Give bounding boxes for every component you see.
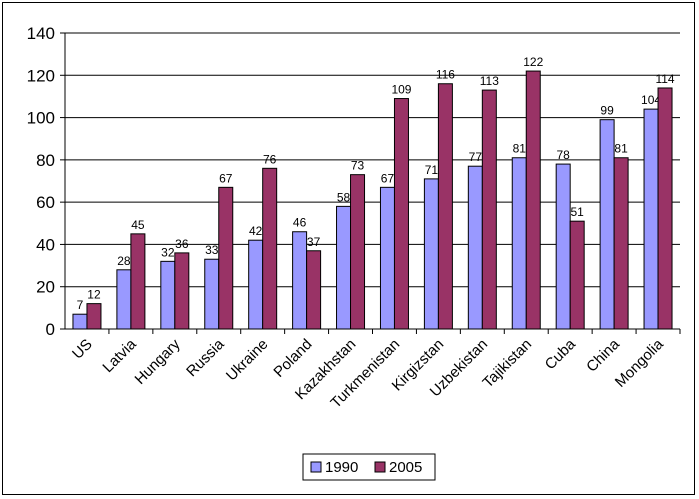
data-label: 99 — [600, 104, 614, 118]
data-label: 78 — [556, 148, 570, 162]
bar-2005-poland — [306, 250, 322, 330]
y-tick-label: 100 — [27, 109, 55, 128]
y-tick-label: 0 — [46, 320, 55, 339]
category-label: Cuba — [542, 335, 580, 373]
data-label: 36 — [175, 237, 189, 251]
category-label: Mongolia — [612, 335, 668, 391]
bar-2005-china — [613, 157, 629, 330]
data-label: 7 — [77, 298, 84, 312]
category-label: Tajikistan — [479, 336, 535, 392]
data-label: 116 — [436, 68, 455, 82]
data-label: 58 — [337, 190, 351, 204]
bar-2005-turkmenistan — [393, 98, 409, 330]
bar-1990-kirgizstan — [423, 178, 439, 330]
bar-1990-ukraine — [248, 239, 264, 330]
data-label: 28 — [117, 254, 131, 268]
bar-1990-cuba — [555, 163, 571, 330]
bar-2005-uzbekistan — [481, 89, 497, 330]
bar-1990-china — [599, 119, 615, 330]
bar-1990-russia — [204, 258, 220, 330]
data-label: 109 — [391, 83, 411, 97]
category-label: Latvia — [99, 335, 140, 376]
bar-2005-tajikistan — [525, 70, 541, 330]
bar-2005-kirgizstan — [437, 83, 453, 330]
data-label: 37 — [307, 235, 321, 249]
y-tick-label: 120 — [27, 66, 55, 85]
data-label: 81 — [614, 142, 628, 156]
data-label: 122 — [523, 55, 543, 69]
legend-label-2005: 2005 — [389, 459, 422, 476]
bar-1990-us — [72, 313, 88, 330]
data-label: 73 — [351, 159, 365, 173]
bar-2005-kazakhstan — [350, 174, 366, 330]
data-label: 67 — [219, 171, 233, 185]
legend-swatch-2005 — [374, 461, 386, 473]
bar-2005-ukraine — [262, 167, 278, 330]
category-label: US — [69, 336, 96, 363]
data-label: 104 — [641, 93, 661, 107]
bar-2005-hungary — [174, 252, 190, 330]
category-label: Hungary — [132, 335, 184, 387]
bar-1990-mongolia — [643, 108, 659, 330]
bar-1990-poland — [292, 231, 308, 330]
bar-2005-mongolia — [657, 87, 673, 330]
bar-1990-turkmenistan — [379, 186, 395, 330]
data-label: 71 — [425, 163, 439, 177]
data-label: 45 — [131, 218, 145, 232]
y-tick-label: 60 — [36, 193, 55, 212]
bar-1990-tajikistan — [511, 157, 527, 330]
data-label: 76 — [263, 152, 277, 166]
data-label: 51 — [570, 205, 584, 219]
bar-1990-kazakhstan — [336, 205, 352, 330]
legend-label-1990: 1990 — [325, 459, 358, 476]
data-label: 12 — [87, 288, 101, 302]
bar-1990-hungary — [160, 260, 176, 330]
data-label: 81 — [513, 142, 527, 156]
y-tick-label: 20 — [36, 278, 55, 297]
legend-box — [302, 453, 436, 481]
data-label: 113 — [480, 74, 499, 88]
bar-1990-uzbekistan — [467, 165, 483, 330]
bar-2005-cuba — [569, 220, 585, 330]
y-tick-label: 80 — [36, 151, 55, 170]
category-label: Ukraine — [223, 336, 272, 385]
bar-2005-us — [86, 303, 102, 330]
y-tick-label: 40 — [36, 235, 55, 254]
bar-2005-russia — [218, 186, 234, 330]
data-label: 67 — [381, 171, 395, 185]
y-tick-label: 140 — [27, 24, 55, 43]
legend-swatch-1990 — [310, 461, 322, 473]
bar-2005-latvia — [130, 233, 146, 330]
data-label: 33 — [205, 243, 219, 257]
bar-1990-latvia — [116, 269, 132, 330]
data-label: 42 — [249, 224, 263, 238]
data-label: 32 — [161, 245, 175, 259]
data-label: 46 — [293, 216, 307, 230]
category-label: Russia — [183, 335, 228, 380]
category-label: China — [583, 335, 623, 375]
data-label: 114 — [655, 72, 674, 86]
data-label: 77 — [469, 150, 483, 164]
